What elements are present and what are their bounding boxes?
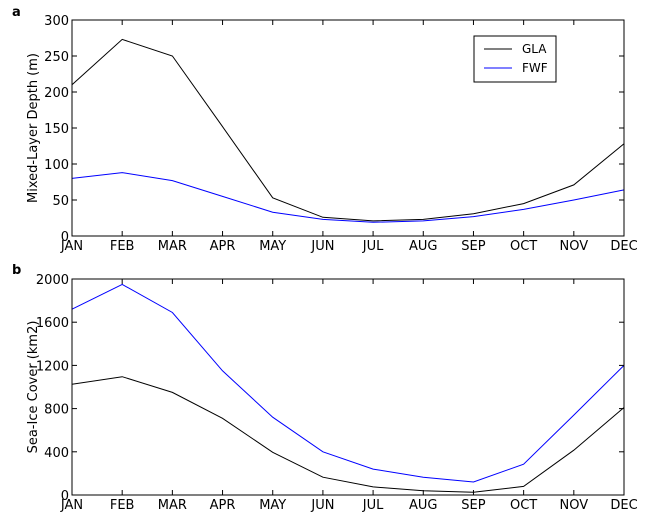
series-line-gla	[71, 38, 625, 222]
panel-label: b	[12, 263, 21, 278]
y-axis-ticks: 0 400 800 1200 1600 2000	[36, 273, 624, 504]
y-tick-label: 250	[44, 50, 69, 65]
x-tick-label: AUG	[409, 239, 437, 254]
x-tick-label: MAY	[259, 498, 286, 513]
legend: GLA FWF	[473, 35, 557, 83]
x-tick-label: MAY	[259, 239, 286, 254]
x-tick-label: DEC	[610, 239, 637, 254]
x-tick-label: FEB	[110, 498, 135, 513]
y-axis-label: Mixed-Layer Depth (m)	[26, 53, 41, 203]
x-tick-label: SEP	[461, 498, 485, 513]
x-tick-label: MAR	[158, 498, 187, 513]
y-tick-label: 300	[44, 14, 69, 29]
x-tick-label: NOV	[560, 239, 589, 254]
panel-a: a 0 50 100 150 200 250 300 JAN FEB MAR APR MAY JUN JUL…	[12, 5, 638, 254]
panel-label: a	[12, 5, 21, 20]
y-tick-label: 100	[44, 158, 69, 173]
plot-frame	[71, 278, 625, 496]
legend-box	[473, 35, 557, 83]
panel-b: b 0 400 800 1200 1600 2000 JAN FEB MAR APR MAY JUN JU…	[12, 263, 638, 513]
x-tick-label: JAN	[60, 498, 83, 513]
x-tick-label: OCT	[510, 239, 537, 254]
y-tick-label: 150	[44, 122, 69, 137]
x-tick-label: JUN	[310, 498, 334, 513]
x-tick-label: SEP	[461, 239, 485, 254]
x-tick-label: OCT	[510, 498, 537, 513]
x-tick-label: JUN	[310, 239, 334, 254]
x-tick-label: APR	[210, 239, 236, 254]
y-tick-label: 800	[44, 403, 69, 418]
x-tick-label: APR	[210, 498, 236, 513]
y-tick-label: 2000	[36, 273, 69, 288]
legend-label-gla: GLA	[522, 42, 547, 56]
series-line-fwf	[71, 172, 625, 223]
x-tick-label: JUL	[362, 498, 384, 513]
series-line-fwf	[71, 283, 625, 483]
y-axis-label: Sea-Ice Cover (km2)	[26, 321, 41, 454]
x-tick-label: MAR	[158, 239, 187, 254]
series-line-gla	[71, 376, 625, 493]
x-axis-ticks: JAN FEB MAR APR MAY JUN JUL AUG SEP OCT NOV DEC	[60, 20, 638, 254]
x-tick-label: DEC	[610, 498, 637, 513]
y-tick-label: 400	[44, 446, 69, 461]
x-tick-label: AUG	[409, 498, 437, 513]
x-tick-label: JUL	[362, 239, 384, 254]
y-tick-label: 0	[61, 489, 69, 504]
y-axis-ticks: 0 50 100 150 200 250 300	[44, 14, 624, 245]
x-axis-ticks: JAN FEB MAR APR MAY JUN JUL AUG SEP OCT NOV DEC	[60, 279, 638, 513]
x-tick-label: FEB	[110, 239, 135, 254]
legend-label-fwf: FWF	[522, 61, 548, 75]
y-tick-label: 1200	[36, 359, 69, 374]
x-tick-label: JAN	[60, 239, 83, 254]
y-tick-label: 50	[52, 194, 69, 209]
x-tick-label: NOV	[560, 498, 589, 513]
y-tick-label: 0	[61, 230, 69, 245]
y-tick-label: 200	[44, 86, 69, 101]
y-tick-label: 1600	[36, 316, 69, 331]
